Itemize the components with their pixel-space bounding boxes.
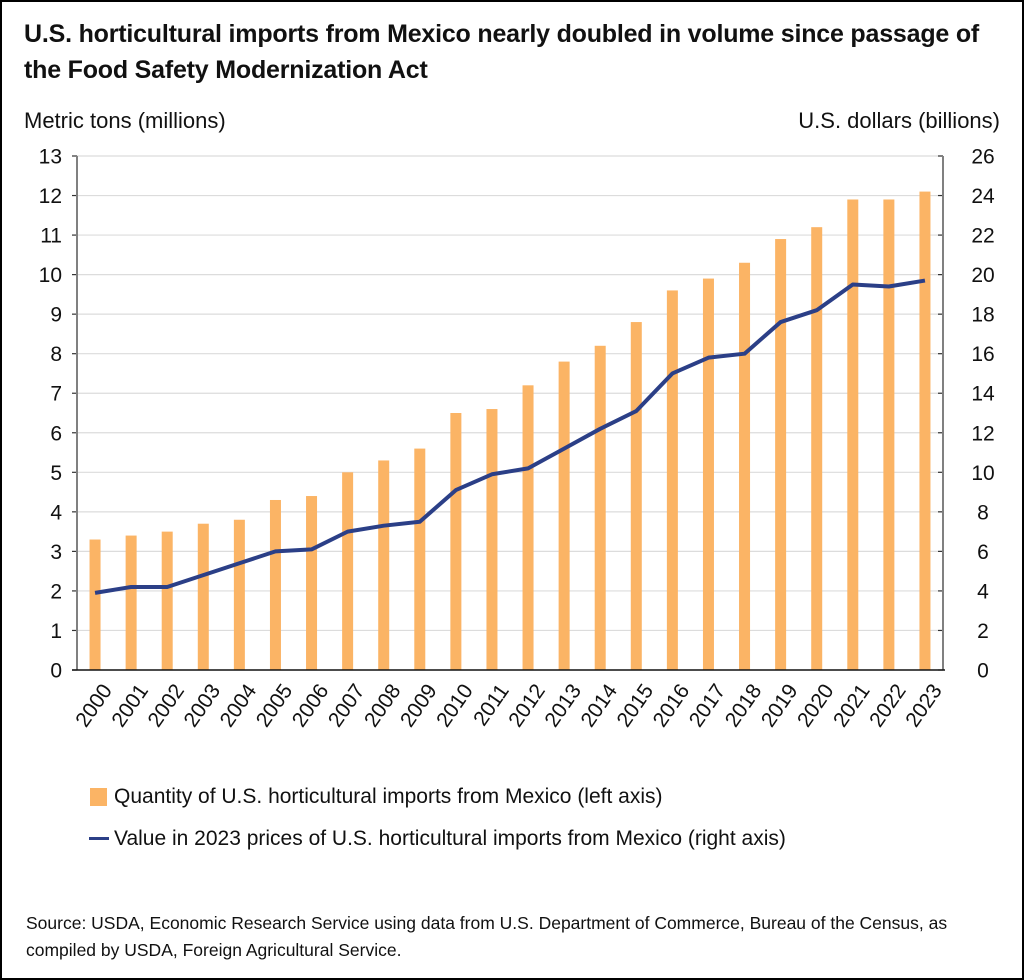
bar-2009 xyxy=(414,448,426,670)
right-tick-label: 10 xyxy=(971,462,994,485)
bar-2006 xyxy=(306,496,318,670)
bar-series xyxy=(89,191,931,671)
x-tick-label: 2021 xyxy=(829,680,875,731)
bar-2017 xyxy=(702,278,714,670)
right-tick-label: 14 xyxy=(971,383,995,406)
source-note: Source: USDA, Economic Research Service … xyxy=(26,913,948,960)
bar-2003 xyxy=(197,523,209,670)
bar-2018 xyxy=(739,262,751,670)
legend-label-quantity: Quantity of U.S. horticultural imports f… xyxy=(114,785,663,808)
right-tick-label: 2 xyxy=(977,620,989,643)
left-tick-label: 13 xyxy=(39,146,62,169)
right-tick-label: 12 xyxy=(971,422,994,445)
left-tick-label: 9 xyxy=(50,304,62,327)
x-tick-label: 2002 xyxy=(143,680,189,731)
x-tick-label: 2015 xyxy=(613,680,659,731)
bar-2007 xyxy=(342,472,354,670)
left-tick-label: 2 xyxy=(50,580,62,603)
x-tick-label: 2001 xyxy=(107,680,153,731)
right-tick-label: 6 xyxy=(977,541,989,564)
chart-title: U.S. horticultural imports from Mexico n… xyxy=(24,20,980,84)
axes xyxy=(72,155,945,671)
x-tick-label: 2016 xyxy=(649,680,695,731)
bar-2022 xyxy=(883,199,895,670)
bar-2005 xyxy=(269,499,281,670)
left-tick-label: 4 xyxy=(50,501,62,524)
left-tick-label: 6 xyxy=(50,422,62,445)
x-tick-label: 2003 xyxy=(180,680,226,731)
bar-2001 xyxy=(125,535,137,670)
bar-2008 xyxy=(378,460,390,670)
left-axis-title: Metric tons (millions) xyxy=(24,108,226,133)
left-tick-label: 3 xyxy=(50,541,62,564)
x-tick-label: 2013 xyxy=(540,680,586,731)
x-tick-label: 2000 xyxy=(71,680,117,731)
x-tick-label: 2005 xyxy=(252,680,298,731)
x-tick-label: 2004 xyxy=(216,680,262,732)
bar-2000 xyxy=(89,539,101,670)
line-series xyxy=(94,278,926,595)
x-tick-label: 2014 xyxy=(576,680,622,732)
left-tick-label: 10 xyxy=(39,264,62,287)
x-tick-label: 2023 xyxy=(901,680,947,731)
left-tick-label: 12 xyxy=(39,185,62,208)
left-tick-label: 1 xyxy=(50,620,62,643)
value-line xyxy=(94,278,926,595)
right-tick-label: 26 xyxy=(971,146,994,169)
x-tick-label: 2006 xyxy=(288,680,334,731)
right-tick-label: 4 xyxy=(977,580,989,603)
right-axis-title: U.S. dollars (billions) xyxy=(798,108,1000,133)
right-tick-label: 0 xyxy=(977,660,989,683)
legend-label-value: Value in 2023 prices of U.S. horticultur… xyxy=(114,827,786,850)
x-tick-label: 2011 xyxy=(469,680,514,730)
x-tick-label: 2012 xyxy=(504,680,550,731)
left-tick-label: 5 xyxy=(50,462,62,485)
bar-2016 xyxy=(666,290,678,670)
x-tick-label: 2007 xyxy=(324,680,370,731)
right-tick-label: 22 xyxy=(971,225,994,248)
bar-2021 xyxy=(847,199,859,670)
x-tick-label: 2009 xyxy=(396,680,442,731)
x-tick-label: 2018 xyxy=(721,680,767,731)
legend-item-quantity: Quantity of U.S. horticultural imports f… xyxy=(90,782,663,811)
right-tick-label: 20 xyxy=(971,264,994,287)
right-tick-label: 16 xyxy=(971,343,994,366)
right-tick-label: 18 xyxy=(971,304,994,327)
bar-2010 xyxy=(450,413,462,670)
bar-2011 xyxy=(486,409,498,670)
bar-2014 xyxy=(594,345,606,670)
bar-2012 xyxy=(522,385,534,670)
right-tick-label: 8 xyxy=(977,501,989,524)
right-tick-label: 24 xyxy=(971,185,995,208)
x-tick-label: 2017 xyxy=(685,680,731,731)
left-tick-label: 8 xyxy=(50,343,62,366)
legend-line-swatch-icon xyxy=(89,837,109,840)
x-tick-label: 2019 xyxy=(757,680,803,731)
bar-2023 xyxy=(919,191,931,671)
bar-2013 xyxy=(558,361,570,670)
bar-2002 xyxy=(161,531,173,670)
left-tick-label: 0 xyxy=(50,660,62,683)
x-tick-label: 2010 xyxy=(432,680,478,731)
x-tick-label: 2022 xyxy=(865,680,911,731)
bar-2004 xyxy=(233,519,245,670)
legend-item-value: Value in 2023 prices of U.S. horticultur… xyxy=(89,824,934,853)
x-tick-label: 2008 xyxy=(360,680,406,731)
left-tick-label: 7 xyxy=(50,383,62,406)
bar-2020 xyxy=(811,227,823,670)
x-tick-label: 2020 xyxy=(793,680,839,731)
legend-bar-swatch-icon xyxy=(90,788,107,806)
left-tick-label: 11 xyxy=(40,225,62,248)
bar-2019 xyxy=(775,239,787,670)
bar-2015 xyxy=(630,322,642,670)
